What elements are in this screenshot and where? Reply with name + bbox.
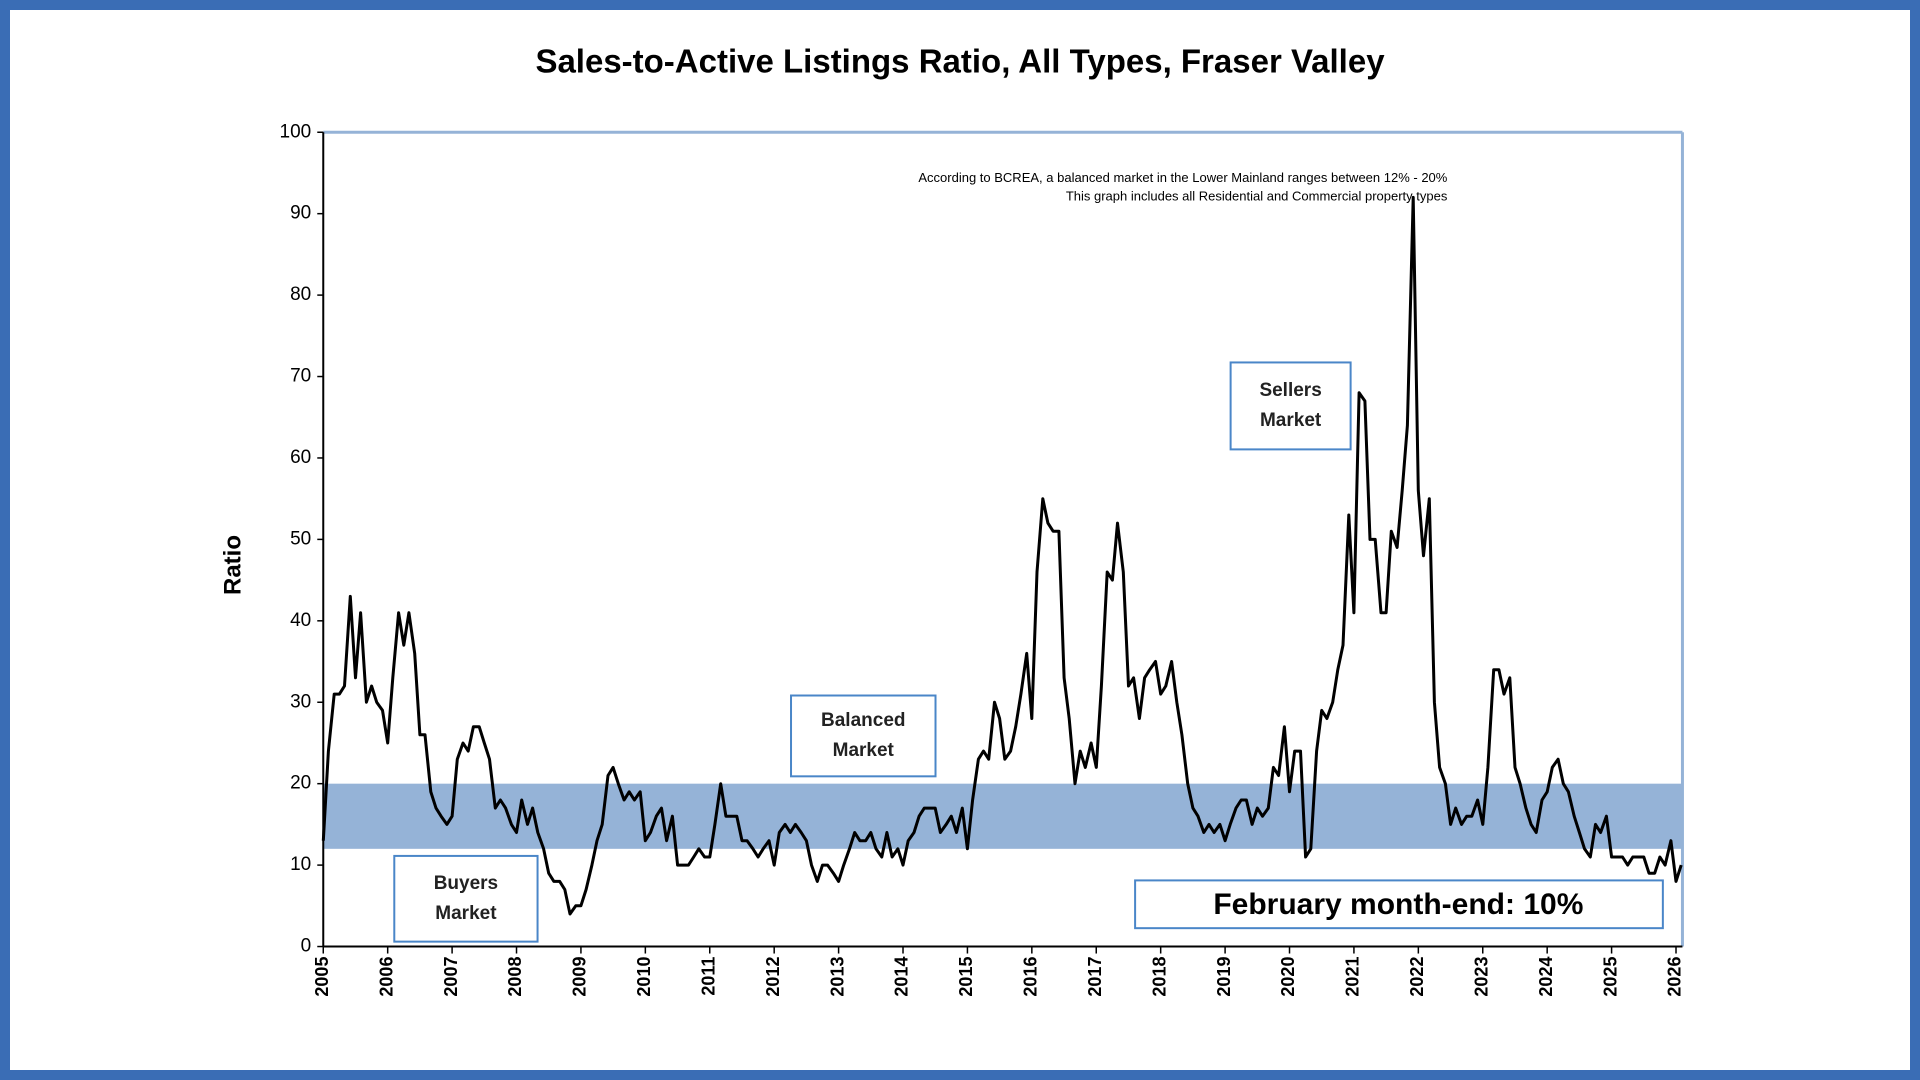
y-tick-label: 100	[280, 121, 312, 142]
label-text: Buyers	[434, 873, 498, 894]
ratio-line	[321, 195, 1683, 916]
x-tick-label: 2011	[699, 957, 719, 996]
note: This graph includes all Residential and …	[1066, 189, 1448, 204]
balanced-band	[323, 783, 1683, 849]
label-box	[1229, 361, 1352, 451]
label-text: Market	[435, 903, 497, 924]
label-text: Market	[1260, 410, 1322, 431]
callout-box	[1134, 879, 1664, 930]
x-tick-label: 2005	[312, 957, 332, 997]
x-tick-label: 2022	[1407, 957, 1427, 997]
label-text: Sellers	[1259, 380, 1321, 401]
y-axis-label: Ratio	[219, 535, 246, 595]
x-tick-label: 2018	[1149, 957, 1169, 997]
x-tick-label: 2016	[1021, 957, 1041, 997]
callout-text: February month-end: 10%	[1213, 888, 1583, 921]
y-tick-label: 90	[290, 203, 311, 224]
x-tick-label: 2013	[827, 957, 847, 997]
label-box	[790, 694, 937, 778]
x-tick-label: 2014	[892, 957, 912, 997]
y-tick-label: 40	[290, 610, 311, 631]
y-tick-label: 20	[290, 773, 311, 794]
y-tick-label: 30	[290, 691, 311, 712]
x-tick-label: 2008	[505, 957, 525, 997]
x-tick-label: 2025	[1600, 957, 1620, 997]
y-tick-label: 50	[290, 528, 311, 549]
x-tick-label: 2015	[956, 957, 976, 997]
x-tick-label: 2020	[1278, 957, 1298, 997]
x-tick-label: 2006	[376, 957, 396, 997]
x-tick-label: 2009	[570, 957, 590, 997]
y-tick-label: 10	[290, 854, 311, 875]
label-text: Balanced	[821, 710, 905, 731]
note: According to BCREA, a balanced market in…	[918, 170, 1447, 185]
x-tick-label: 2017	[1085, 957, 1105, 997]
x-tick-label: 2012	[763, 957, 783, 997]
x-tick-label: 2021	[1343, 957, 1363, 997]
label-box	[393, 854, 539, 943]
y-tick-label: 70	[290, 366, 311, 387]
label-text: Market	[833, 740, 895, 761]
x-tick-label: 2024	[1536, 957, 1556, 997]
y-tick-label: 80	[290, 284, 311, 305]
y-tick-label: 60	[290, 447, 311, 468]
y-tick-label: 0	[301, 936, 312, 957]
x-tick-label: 2019	[1214, 957, 1234, 997]
chart-title: Sales-to-Active Listings Ratio, All Type…	[535, 43, 1385, 80]
x-tick-label: 2026	[1665, 957, 1685, 997]
x-tick-label: 2023	[1472, 957, 1492, 997]
x-tick-label: 2010	[634, 957, 654, 997]
x-tick-label: 2007	[441, 957, 461, 997]
